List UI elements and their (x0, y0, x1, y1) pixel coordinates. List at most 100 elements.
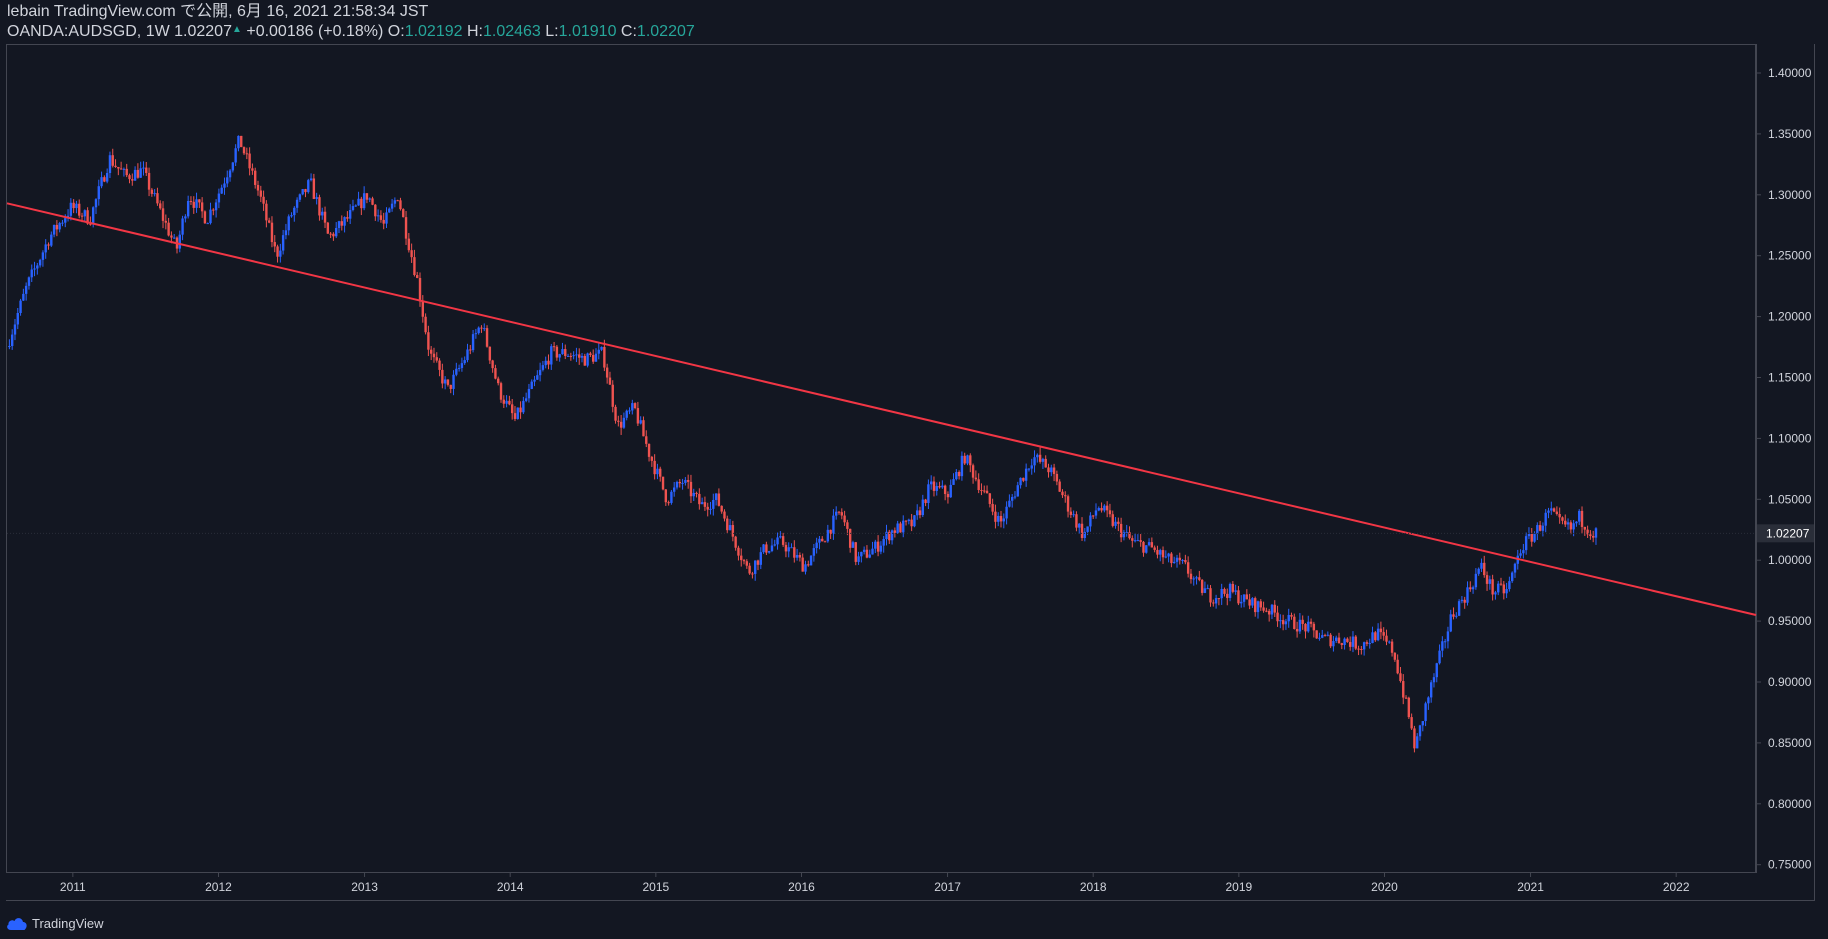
candle-body (360, 198, 363, 209)
candle-body (309, 178, 313, 181)
time-tick-label: 2022 (1663, 880, 1690, 894)
candle-body (1416, 736, 1419, 749)
candle-body (301, 189, 304, 195)
candle-body (977, 479, 980, 491)
candle-body (1530, 534, 1533, 542)
candle-body (114, 165, 117, 167)
candle-body (633, 403, 637, 409)
candle-body (1396, 659, 1399, 674)
candle-body (1265, 610, 1268, 612)
candle-body (1027, 468, 1031, 470)
time-tick-label: 2013 (351, 880, 378, 894)
candle-body (1427, 697, 1430, 704)
candle-body (335, 228, 338, 237)
candle-body (1343, 638, 1346, 645)
candle-body (1527, 534, 1531, 537)
symbol-label[interactable]: OANDA:AUDSGD, 1W (7, 23, 170, 40)
candle-body (1080, 523, 1084, 538)
candle-body (1348, 642, 1352, 647)
candle-body (664, 489, 668, 503)
candle-body (1410, 717, 1413, 729)
candle-body (1376, 628, 1380, 641)
candle-body (589, 353, 592, 356)
candle-body (1262, 607, 1265, 611)
candle-body (561, 349, 564, 355)
candle-body (226, 177, 229, 184)
candle-body (1354, 636, 1357, 649)
trendline[interactable] (6, 202, 1757, 616)
candle-body (262, 196, 265, 204)
candle-body (854, 542, 857, 562)
candle-body (569, 355, 573, 357)
price-axis[interactable]: 1.40000 1.35000 1.30000 1.25000 1.20000 1.150… (1756, 66, 1812, 872)
candle-body (1312, 623, 1316, 631)
candle-body (1301, 619, 1304, 624)
candle-body (1499, 583, 1503, 585)
candle-body (583, 355, 587, 366)
candle-body (435, 357, 438, 361)
candle-body (723, 511, 726, 519)
candle-body (131, 179, 134, 181)
candle-body (1234, 590, 1237, 592)
candle-body (1251, 598, 1254, 606)
candle-body (1583, 526, 1587, 530)
candle-body (929, 481, 933, 485)
candle-body (1494, 592, 1497, 595)
candle-body (186, 200, 190, 217)
candle-body (371, 198, 374, 205)
candle-body (97, 186, 100, 200)
candle-body (1519, 553, 1522, 556)
candle-body (413, 257, 416, 276)
candle-body (1371, 632, 1374, 644)
candle-body (33, 268, 36, 270)
candle-body (499, 383, 503, 400)
candle-body (242, 147, 246, 154)
candle-body (1097, 508, 1100, 511)
candle-body (1119, 523, 1123, 538)
candle-body (237, 135, 240, 149)
candle-body (1385, 635, 1388, 642)
candle-body (1572, 523, 1575, 530)
candle-body (823, 541, 827, 543)
candle-body (821, 538, 824, 542)
candle-body (343, 217, 346, 226)
candle-body (1446, 631, 1450, 642)
candle-body (139, 168, 142, 178)
candle-body (1340, 643, 1343, 645)
candle-body (1335, 637, 1338, 642)
candle-body (1318, 637, 1321, 639)
candle-body (265, 203, 268, 221)
candle-body (351, 206, 355, 210)
candle-body (1561, 517, 1564, 521)
candle-body (1298, 619, 1302, 632)
candle-body (969, 455, 972, 466)
candle-body (399, 200, 402, 210)
candle-body (502, 399, 506, 404)
high-label: H: (466, 23, 483, 40)
tradingview-logo[interactable]: TradingView (6, 916, 104, 931)
candle-body (128, 175, 131, 180)
candle-body (72, 202, 75, 209)
candle-body (642, 420, 645, 437)
candle-body (1248, 599, 1251, 606)
candle-body (1586, 529, 1589, 535)
candle-body (1184, 560, 1187, 563)
candle-body (837, 511, 841, 513)
time-axis[interactable]: 2011 2012 2013 2014 2015 2016 2017 2018 2019 2020… (60, 872, 1690, 894)
candle-body (212, 209, 215, 211)
candle-body (1172, 561, 1176, 564)
candle-body (125, 168, 128, 176)
candle-body (1270, 604, 1274, 615)
candle-body (547, 360, 550, 365)
chart-publish-info: lebain TradingView.com で公開, 6月 16, 2021 … (7, 3, 429, 20)
candle-body (307, 180, 310, 193)
candle-body (396, 200, 399, 202)
candles-layer (8, 135, 1598, 753)
candle-body (52, 224, 56, 235)
candle-body (1594, 528, 1598, 538)
candle-body (1231, 583, 1235, 592)
candle-body (832, 515, 835, 534)
candle-body (1220, 588, 1223, 599)
candle-body (1513, 563, 1517, 573)
